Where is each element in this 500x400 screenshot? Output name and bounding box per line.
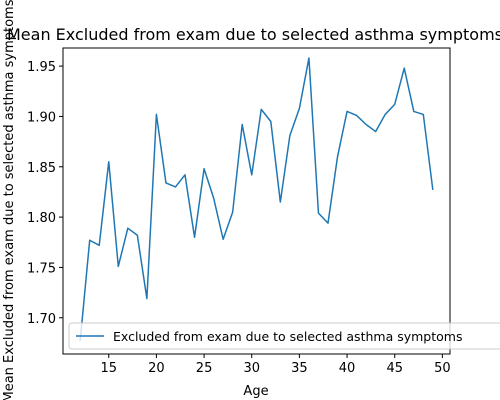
y-tick-label: 1.85: [27, 161, 56, 176]
series-group: [79, 57, 434, 341]
x-tick-label: 30: [243, 361, 260, 376]
chart-title: Mean Excluded from exam due to selected …: [7, 25, 500, 44]
x-tick-label: 45: [386, 361, 403, 376]
y-tick-label: 1.95: [27, 60, 56, 75]
x-tick-label: 35: [291, 361, 308, 376]
legend-box: [68, 322, 500, 350]
y-tick-label: 1.70: [27, 312, 56, 327]
x-axis-label: Age: [243, 384, 268, 399]
legend-label: Excluded from exam due to selected asthm…: [113, 329, 462, 344]
y-axis: 1.70 1.75 1.80 1.85 1.90 1.95: [27, 60, 63, 327]
x-tick-label: 15: [100, 361, 117, 376]
series-line: [79, 57, 434, 341]
y-tick-label: 1.80: [27, 211, 56, 226]
legend: Excluded from exam due to selected asthm…: [68, 322, 500, 350]
x-tick-label: 25: [196, 361, 213, 376]
y-tick-label: 1.75: [27, 261, 56, 276]
x-tick-label: 20: [148, 361, 165, 376]
plot-area: [62, 47, 451, 355]
x-axis: 15 20 25 30 35 40 45 50: [100, 354, 451, 376]
x-tick-label: 40: [339, 361, 356, 376]
y-axis-label: Mean Excluded from exam due to selected …: [2, 0, 17, 400]
y-tick-label: 1.90: [27, 110, 56, 125]
x-tick-label: 50: [434, 361, 451, 376]
